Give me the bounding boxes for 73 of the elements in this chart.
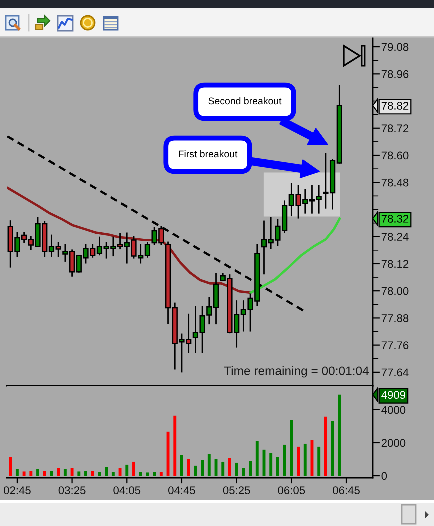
y-tick-label: 79.08 [382,43,409,52]
bar [338,394,342,476]
bar [228,458,232,476]
y-tick-label: 78.12 [382,260,409,268]
y-tick-label: 78.00 [382,287,409,296]
x-tick-label: 02:45 [4,486,31,494]
bar [324,416,328,476]
bar [126,464,129,476]
bar [194,466,198,476]
bar [43,471,46,476]
x-tick-label: 05:25 [223,486,250,494]
bar [304,444,307,476]
x-tick-label: 03:25 [58,486,86,494]
y-tick-label: 78.48 [382,178,409,187]
x-tick-label: 06:05 [278,486,306,494]
y-tick-label: 78.96 [382,70,409,78]
bar [78,472,81,476]
bar [222,462,225,476]
bar [270,453,273,476]
y-tick-label: 78.82 [382,102,409,110]
y-tick-label: 78.72 [382,124,409,133]
bar [146,472,150,476]
bar [57,468,60,476]
bar [283,444,286,476]
x-tick-label: 04:45 [168,486,196,494]
bar [187,459,190,476]
bar [174,416,177,476]
bar [70,468,74,476]
y-tick-label: 77.76 [382,342,409,350]
bar [118,468,122,476]
y-tick-label: 2000 [382,439,406,448]
bar [235,462,238,476]
bar [84,471,88,476]
bar [98,472,102,476]
x-tick-label: 06:45 [333,486,360,494]
y-tick-label: 4000 [382,406,406,414]
bar [36,469,40,476]
bar [153,472,156,476]
y-tick-label: 4909 [382,391,406,400]
bar [64,469,67,476]
line-series [250,218,342,294]
y-tick-label: 77.88 [382,314,409,322]
bar [139,472,142,476]
line-series [7,186,252,294]
bar [297,446,300,476]
annotation: Time remaining = 00:01:04 [224,366,369,378]
bar [160,472,163,476]
bar [256,441,259,476]
bar [201,460,204,476]
bar [30,471,33,476]
bar [242,468,246,476]
y-tick-label: 78.32 [382,215,409,223]
bar [16,469,19,476]
bar [276,457,280,476]
bar [9,457,12,476]
bar [290,420,294,476]
annotation: First breakout [179,150,238,158]
annotation: Second breakout [208,97,282,105]
y-tick-label: 77.64 [382,368,409,377]
y-tick-label: 78.60 [382,152,409,160]
bar [112,472,115,476]
bar [331,421,334,476]
y-tick-label: 0 [382,472,388,480]
y-tick-label: 78.24 [382,233,409,241]
bar [22,472,26,476]
bar [318,446,321,476]
bar [91,471,94,476]
bar [105,467,108,476]
bar [208,454,211,476]
bar [180,455,184,476]
bar [132,462,136,476]
x-tick-label: 04:05 [114,486,141,494]
bar [249,460,252,476]
